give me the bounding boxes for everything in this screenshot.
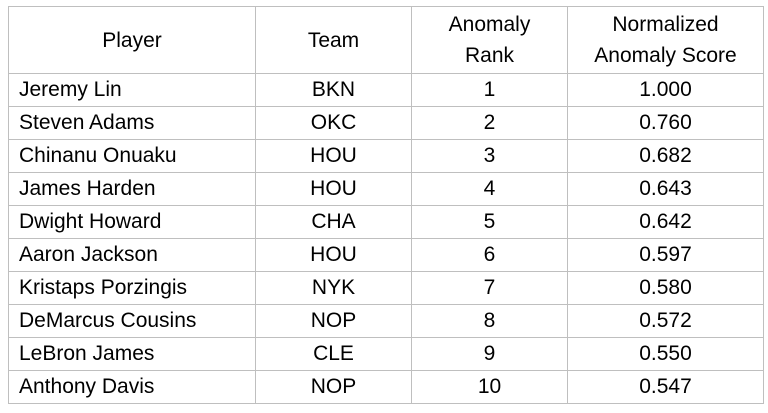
cell-team: BKN <box>255 73 412 107</box>
cell-player: Chinanu Onuaku <box>8 139 256 173</box>
cell-score: 0.547 <box>567 370 764 404</box>
cell-score: 0.760 <box>567 106 764 140</box>
header-player: Player <box>8 6 256 74</box>
header-normalized-score-line2: Anomaly Score <box>594 44 737 67</box>
cell-rank: 2 <box>411 106 568 140</box>
table-row: DeMarcus Cousins NOP 8 0.572 <box>8 304 764 338</box>
cell-rank: 6 <box>411 238 568 272</box>
cell-rank: 10 <box>411 370 568 404</box>
cell-team: NOP <box>255 370 412 404</box>
cell-player: Kristaps Porzingis <box>8 271 256 305</box>
cell-rank: 8 <box>411 304 568 338</box>
header-row: Player Team Anomaly Rank Normalized Anom… <box>8 6 764 74</box>
table-row: James Harden HOU 4 0.643 <box>8 172 764 206</box>
cell-score: 0.597 <box>567 238 764 272</box>
cell-team: HOU <box>255 139 412 173</box>
cell-player: James Harden <box>8 172 256 206</box>
cell-rank: 4 <box>411 172 568 206</box>
header-anomaly-rank: Anomaly Rank <box>411 6 568 74</box>
cell-player: Steven Adams <box>8 106 256 140</box>
header-team: Team <box>255 6 412 74</box>
cell-player: Dwight Howard <box>8 205 256 239</box>
table-row: LeBron James CLE 9 0.550 <box>8 337 764 371</box>
table-body: Jeremy Lin BKN 1 1.000 Steven Adams OKC … <box>8 73 764 404</box>
cell-player: LeBron James <box>8 337 256 371</box>
table-row: Dwight Howard CHA 5 0.642 <box>8 205 764 239</box>
table-row: Chinanu Onuaku HOU 3 0.682 <box>8 139 764 173</box>
cell-score: 0.572 <box>567 304 764 338</box>
header-normalized-score-line1: Normalized <box>612 13 719 36</box>
table-row: Aaron Jackson HOU 6 0.597 <box>8 238 764 272</box>
cell-score: 0.550 <box>567 337 764 371</box>
cell-team: CHA <box>255 205 412 239</box>
cell-team: NOP <box>255 304 412 338</box>
header-normalized-score: Normalized Anomaly Score <box>567 6 764 74</box>
cell-rank: 7 <box>411 271 568 305</box>
cell-team: NYK <box>255 271 412 305</box>
cell-score: 0.642 <box>567 205 764 239</box>
cell-team: HOU <box>255 238 412 272</box>
cell-player: Aaron Jackson <box>8 238 256 272</box>
header-anomaly-rank-line2: Rank <box>464 44 515 67</box>
cell-team: OKC <box>255 106 412 140</box>
cell-rank: 1 <box>411 73 568 107</box>
cell-player: Jeremy Lin <box>8 73 256 107</box>
table-row: Steven Adams OKC 2 0.760 <box>8 106 764 140</box>
cell-score: 0.580 <box>567 271 764 305</box>
table-row: Kristaps Porzingis NYK 7 0.580 <box>8 271 764 305</box>
cell-player: Anthony Davis <box>8 370 256 404</box>
cell-score: 0.643 <box>567 172 764 206</box>
cell-rank: 3 <box>411 139 568 173</box>
cell-player: DeMarcus Cousins <box>8 304 256 338</box>
cell-team: HOU <box>255 172 412 206</box>
table-header: Player Team Anomaly Rank Normalized Anom… <box>8 6 764 74</box>
cell-score: 1.000 <box>567 73 764 107</box>
cell-team: CLE <box>255 337 412 371</box>
cell-score: 0.682 <box>567 139 764 173</box>
cell-rank: 9 <box>411 337 568 371</box>
header-anomaly-rank-line1: Anomaly <box>448 13 531 36</box>
cell-rank: 5 <box>411 205 568 239</box>
anomaly-table: Player Team Anomaly Rank Normalized Anom… <box>8 6 764 404</box>
table-row: Jeremy Lin BKN 1 1.000 <box>8 73 764 107</box>
table-row: Anthony Davis NOP 10 0.547 <box>8 370 764 404</box>
